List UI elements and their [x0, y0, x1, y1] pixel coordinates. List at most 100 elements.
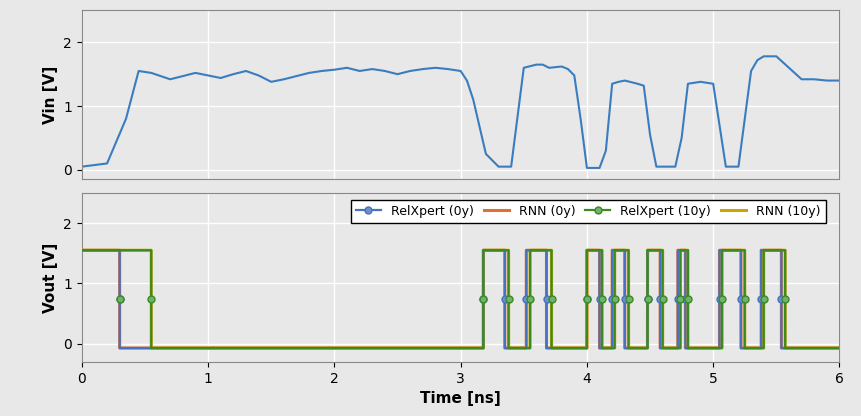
RNN (10y): [504, 248, 514, 253]
RNN (0y): [499, 346, 510, 351]
RelXpert (10y): [740, 346, 750, 351]
RelXpert (0y): [499, 248, 510, 253]
RNN (0y): [680, 248, 691, 253]
RNN (10y): [623, 346, 634, 351]
RelXpert (10y): [759, 248, 769, 253]
RelXpert (0y): [542, 346, 552, 351]
Y-axis label: Vout [V]: Vout [V]: [43, 242, 58, 312]
RNN (10y): [834, 346, 845, 351]
RelXpert (10y): [623, 346, 634, 351]
RelXpert (10y): [146, 346, 157, 351]
RelXpert (0y): [736, 248, 746, 253]
RNN (0y): [672, 346, 683, 351]
RNN (0y): [672, 248, 683, 253]
RNN (10y): [675, 248, 685, 253]
Legend: RelXpert (0y), RNN (0y), RelXpert (10y), RNN (10y): RelXpert (0y), RNN (0y), RelXpert (10y),…: [351, 200, 826, 223]
RelXpert (10y): [642, 346, 653, 351]
RNN (0y): [655, 248, 666, 253]
RNN (0y): [736, 346, 746, 351]
RelXpert (0y): [607, 248, 617, 253]
RelXpert (0y): [582, 248, 592, 253]
RNN (0y): [607, 346, 617, 351]
RelXpert (0y): [620, 346, 630, 351]
RNN (0y): [542, 346, 552, 351]
RNN (10y): [759, 248, 769, 253]
RelXpert (10y): [834, 346, 845, 351]
RelXpert (10y): [683, 248, 693, 253]
RNN (10y): [582, 346, 592, 351]
RNN (10y): [146, 248, 157, 253]
RelXpert (0y): [715, 346, 725, 351]
RNN (0y): [620, 248, 630, 253]
RNN (10y): [623, 248, 634, 253]
RNN (0y): [642, 346, 653, 351]
RelXpert (10y): [504, 248, 514, 253]
RNN (10y): [780, 248, 790, 253]
RNN (10y): [478, 248, 488, 253]
Line: RelXpert (10y): RelXpert (10y): [82, 250, 839, 348]
RelXpert (0y): [756, 346, 766, 351]
X-axis label: Time [ns]: Time [ns]: [420, 391, 501, 406]
RelXpert (10y): [717, 346, 728, 351]
RNN (10y): [525, 248, 536, 253]
RelXpert (10y): [597, 248, 607, 253]
RNN (10y): [610, 248, 620, 253]
RNN (10y): [759, 346, 769, 351]
RelXpert (10y): [547, 346, 557, 351]
RNN (0y): [478, 346, 488, 351]
RNN (10y): [717, 248, 728, 253]
RNN (10y): [504, 346, 514, 351]
RelXpert (10y): [610, 346, 620, 351]
RelXpert (0y): [715, 248, 725, 253]
RelXpert (0y): [115, 248, 125, 253]
RelXpert (10y): [675, 346, 685, 351]
RelXpert (0y): [777, 248, 787, 253]
RelXpert (0y): [672, 346, 683, 351]
RelXpert (10y): [780, 248, 790, 253]
RelXpert (0y): [521, 346, 531, 351]
Line: RNN (10y): RNN (10y): [82, 250, 839, 348]
RelXpert (10y): [740, 248, 750, 253]
RNN (10y): [642, 346, 653, 351]
RNN (0y): [115, 248, 125, 253]
RelXpert (0y): [620, 248, 630, 253]
RelXpert (10y): [504, 346, 514, 351]
RNN (0y): [594, 248, 604, 253]
RelXpert (0y): [607, 346, 617, 351]
RNN (0y): [521, 346, 531, 351]
RNN (10y): [658, 248, 668, 253]
RNN (0y): [478, 248, 488, 253]
RelXpert (10y): [478, 346, 488, 351]
RNN (0y): [582, 346, 592, 351]
RNN (10y): [717, 346, 728, 351]
RelXpert (0y): [736, 346, 746, 351]
RelXpert (0y): [680, 248, 691, 253]
RNN (0y): [777, 248, 787, 253]
RNN (0y): [655, 346, 666, 351]
RelXpert (0y): [499, 346, 510, 351]
RNN (10y): [547, 248, 557, 253]
RNN (10y): [478, 346, 488, 351]
RNN (10y): [683, 346, 693, 351]
RelXpert (0y): [642, 248, 653, 253]
RNN (0y): [607, 248, 617, 253]
RNN (10y): [642, 248, 653, 253]
RelXpert (0y): [834, 346, 845, 351]
RNN (10y): [115, 248, 125, 253]
RelXpert (0y): [756, 248, 766, 253]
RNN (0y): [521, 248, 531, 253]
RelXpert (0y): [680, 346, 691, 351]
RelXpert (10y): [115, 248, 125, 253]
RelXpert (10y): [683, 346, 693, 351]
RNN (0y): [680, 346, 691, 351]
Line: RNN (0y): RNN (0y): [82, 250, 839, 348]
RNN (0y): [594, 346, 604, 351]
RNN (0y): [715, 346, 725, 351]
RelXpert (0y): [582, 346, 592, 351]
RNN (10y): [740, 248, 750, 253]
RelXpert (0y): [115, 346, 125, 351]
RelXpert (0y): [478, 248, 488, 253]
RNN (10y): [115, 248, 125, 253]
RelXpert (10y): [597, 346, 607, 351]
RelXpert (10y): [146, 248, 157, 253]
